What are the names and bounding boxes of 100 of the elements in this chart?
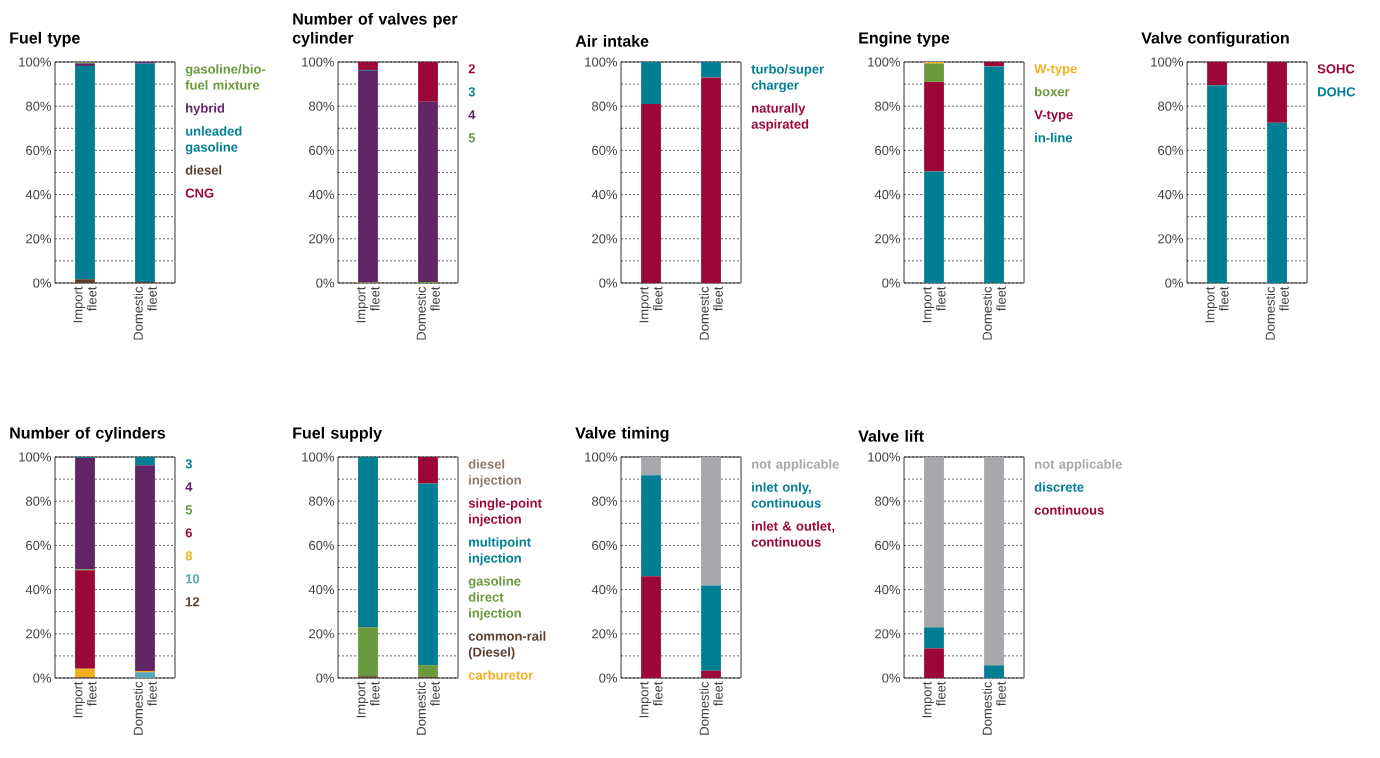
y-tick-label: 40% [25, 189, 52, 200]
x-tick-label: Import fleet [73, 286, 97, 323]
text: gasoline/bio-fuel mixture [185, 64, 266, 90]
text: 4 [185, 482, 193, 492]
y-tick-label: 40% [591, 584, 618, 595]
y-tick-label: 0% [316, 278, 335, 288]
y-tick-label: 60% [26, 145, 52, 155]
text: multipoint injection [469, 537, 531, 566]
y-tick-label: 100% [868, 57, 901, 67]
x-tick-label: Import fleet [356, 286, 380, 323]
x-tick-label: Domestic fleet [416, 286, 440, 340]
y-tick-label: 0% [599, 673, 618, 683]
y-tick-label: 40% [591, 189, 618, 200]
text: boxer [1035, 86, 1070, 97]
x-tick-label: Import fleet [73, 681, 97, 718]
text: turbo/super charger [751, 64, 824, 93]
text: DOHC [1318, 87, 1356, 97]
x-tick-label: Domestic fleet [133, 286, 157, 340]
y-tick-label: 100% [585, 452, 618, 462]
y-tick-label: 0% [1165, 278, 1184, 288]
y-tick-label: 0% [33, 673, 52, 683]
x-tick-label: Domestic fleet [699, 681, 723, 735]
chart-title: Number of cylinders [10, 426, 166, 442]
x-tick-label: Domestic fleet [982, 286, 1006, 340]
y-tick-label: 100% [19, 452, 52, 462]
chart-title: Fuel supply [293, 426, 382, 442]
y-tick-label: 100% [19, 57, 52, 67]
x-tick-label: Domestic fleet [416, 681, 440, 735]
y-tick-label: 60% [309, 145, 335, 155]
y-tick-label: 40% [25, 584, 52, 595]
text: W-type [1034, 64, 1077, 76]
y-tick-label: 60% [592, 145, 618, 155]
text: not applicable [752, 459, 839, 472]
text: 3 [185, 459, 192, 469]
x-tick-label: Domestic fleet [1265, 286, 1289, 340]
text: common-rail (Diesel) [468, 631, 546, 660]
y-tick-label: 60% [592, 540, 618, 550]
text: V-type [1034, 110, 1073, 122]
text: 12 [186, 597, 200, 607]
text: 4 [468, 110, 476, 120]
text: 6 [185, 528, 192, 538]
y-tick-label: 100% [585, 57, 618, 67]
y-tick-label: 80% [875, 101, 901, 111]
chart-title: Engine type [859, 31, 950, 47]
y-tick-label: 0% [882, 278, 901, 288]
y-tick-label: 20% [1158, 234, 1184, 244]
chart-title: Valve lift [858, 430, 924, 442]
x-tick-label: Import fleet [922, 286, 946, 323]
y-tick-label: 0% [882, 673, 901, 683]
chart-title: Fuel type [10, 31, 80, 47]
text: unleaded gasoline [185, 126, 242, 155]
x-tick-label: Import fleet [1205, 286, 1229, 323]
y-tick-label: 80% [309, 101, 335, 111]
y-tick-label: 20% [309, 234, 335, 244]
y-tick-label: 20% [592, 629, 618, 639]
text: 2 [468, 64, 475, 74]
y-tick-label: 80% [26, 496, 52, 506]
text: 8 [185, 551, 193, 561]
y-tick-label: 40% [308, 189, 335, 200]
y-tick-label: 40% [874, 189, 901, 200]
text: not applicable [1035, 459, 1122, 472]
y-tick-label: 100% [302, 452, 335, 462]
x-tick-label: Domestic fleet [982, 681, 1006, 735]
y-tick-label: 80% [1158, 101, 1184, 111]
text: 10 [186, 574, 200, 584]
x-tick-label: Import fleet [356, 681, 380, 718]
text: hybrid [186, 103, 225, 116]
y-tick-label: 60% [875, 145, 901, 155]
text: single-point injection [468, 498, 542, 527]
y-tick-label: 20% [875, 234, 901, 244]
x-tick-label: Domestic fleet [699, 286, 723, 340]
y-tick-label: 40% [1157, 189, 1184, 200]
text: SOHC [1317, 64, 1355, 74]
x-tick-label: Import fleet [639, 286, 663, 323]
y-tick-label: 20% [309, 629, 335, 639]
text: continuous [1034, 505, 1104, 515]
chart-title: Number of valves per cylinder [292, 12, 458, 47]
y-tick-label: 80% [592, 101, 618, 111]
text: naturally aspirated [751, 103, 809, 132]
y-tick-label: 0% [33, 278, 52, 288]
y-tick-label: 100% [1151, 57, 1184, 67]
y-tick-label: 100% [868, 452, 901, 462]
y-tick-label: 80% [26, 101, 52, 111]
x-tick-label: Domestic fleet [133, 681, 157, 735]
x-tick-label: Import fleet [639, 681, 663, 718]
y-tick-label: 20% [26, 234, 52, 244]
y-tick-label: 60% [875, 540, 901, 550]
legend-label: CNG [185, 188, 214, 198]
y-tick-label: 0% [599, 278, 618, 288]
legend-label: carburetor [468, 670, 534, 680]
y-tick-label: 100% [302, 57, 335, 67]
y-tick-label: 60% [1158, 145, 1184, 155]
text: in-line [1035, 132, 1073, 143]
y-tick-label: 40% [308, 584, 335, 595]
text: inlet & outlet, continuous [751, 521, 835, 547]
y-tick-label: 40% [874, 584, 901, 595]
legend-label: diesel injection [468, 459, 521, 488]
chart-title: Valve configuration [1141, 31, 1289, 47]
y-tick-label: 80% [875, 496, 901, 506]
text: diesel [185, 165, 222, 175]
